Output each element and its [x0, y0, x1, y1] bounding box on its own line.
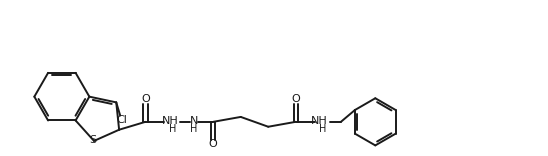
Text: H: H [318, 124, 326, 134]
Text: Cl: Cl [117, 115, 128, 125]
Text: NH: NH [162, 116, 179, 126]
Text: NH: NH [311, 116, 328, 126]
Text: H: H [169, 124, 176, 134]
Text: O: O [292, 94, 300, 104]
Text: N: N [190, 116, 198, 126]
Text: O: O [141, 94, 150, 104]
Text: S: S [89, 135, 96, 145]
Text: H: H [190, 124, 197, 134]
Text: O: O [209, 139, 218, 149]
